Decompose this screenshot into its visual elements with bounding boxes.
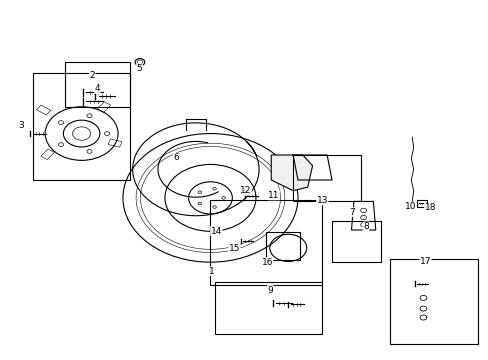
Text: 7: 7 xyxy=(348,208,354,217)
Text: 18: 18 xyxy=(424,203,435,212)
Text: 15: 15 xyxy=(228,244,240,253)
Bar xyxy=(37,105,51,115)
Bar xyxy=(33,73,130,180)
Text: 8: 8 xyxy=(363,222,368,231)
Text: 16: 16 xyxy=(261,258,272,267)
Text: 9: 9 xyxy=(267,285,273,294)
Text: 17: 17 xyxy=(419,257,430,266)
Text: 14: 14 xyxy=(210,226,222,235)
Text: 12: 12 xyxy=(240,186,251,195)
Bar xyxy=(331,221,380,262)
Text: 6: 6 xyxy=(173,153,179,162)
Bar xyxy=(389,258,477,344)
Bar xyxy=(215,282,322,334)
Text: 10: 10 xyxy=(404,202,416,211)
Text: 11: 11 xyxy=(267,191,279,200)
Polygon shape xyxy=(271,155,312,191)
Bar xyxy=(41,149,54,159)
Text: 3: 3 xyxy=(18,121,23,130)
Text: 1: 1 xyxy=(208,267,214,276)
Bar xyxy=(64,62,130,107)
Bar xyxy=(97,102,110,112)
Bar xyxy=(210,200,322,285)
Bar xyxy=(108,139,122,147)
Text: 5: 5 xyxy=(136,64,142,73)
Text: 13: 13 xyxy=(316,196,327,205)
Bar xyxy=(292,155,361,202)
Text: 4: 4 xyxy=(94,84,100,93)
Text: 2: 2 xyxy=(89,71,95,80)
